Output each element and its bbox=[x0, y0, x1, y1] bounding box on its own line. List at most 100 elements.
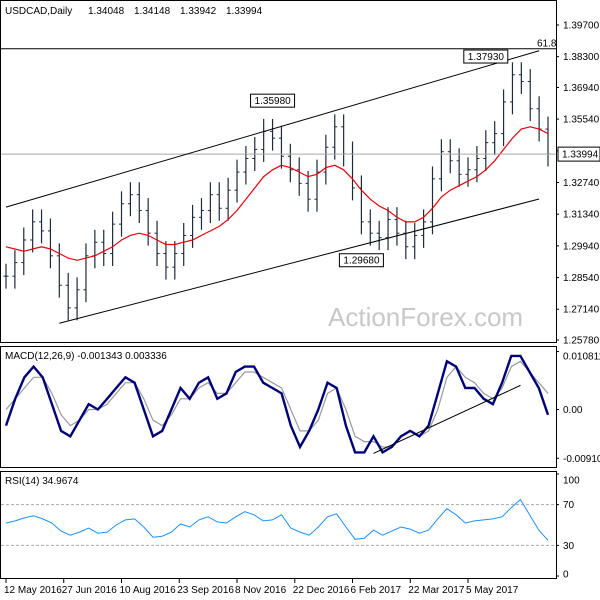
macd-title: MACD(12,26,9) -0.001343 0.003336 bbox=[5, 351, 167, 362]
price-bar bbox=[74, 277, 80, 321]
price-tick-label: 1.29940 bbox=[563, 241, 600, 252]
macd-tick-label: 0.010811 bbox=[563, 352, 600, 363]
price-annotation: 1.37930 bbox=[463, 49, 509, 64]
date-tick-label: 12 May 2016 bbox=[4, 585, 62, 596]
macd-tick-label: 0.00 bbox=[563, 405, 583, 416]
annotation-box bbox=[463, 49, 509, 64]
date-tick-label: 5 May 2017 bbox=[466, 585, 519, 596]
price-bar bbox=[145, 198, 151, 246]
ohlc-close: 1.33994 bbox=[226, 6, 263, 17]
price-bar bbox=[358, 175, 364, 235]
date-tick-label: 10 Aug 2016 bbox=[120, 585, 177, 596]
price-bar bbox=[225, 177, 231, 221]
chart-symbol: USDCAD,Daily bbox=[5, 6, 72, 17]
current-price-badge bbox=[557, 146, 600, 162]
price-bar bbox=[287, 143, 293, 183]
ohlc-open: 1.34048 bbox=[88, 6, 125, 17]
price-bar bbox=[261, 118, 267, 162]
price-bar bbox=[350, 141, 356, 201]
price-bar bbox=[527, 69, 533, 122]
price-bar bbox=[483, 130, 489, 171]
price-bar bbox=[3, 263, 9, 289]
price-annotation: 1.29680 bbox=[338, 253, 384, 268]
annotation-box bbox=[250, 93, 296, 108]
rsi-title: RSI(14) 34.9674 bbox=[5, 476, 79, 487]
macd-tick-label: -0.009107 bbox=[563, 454, 600, 465]
price-bar bbox=[332, 114, 338, 160]
price-bar bbox=[270, 118, 276, 151]
price-bar bbox=[296, 157, 302, 196]
ohlc-high: 1.34148 bbox=[134, 6, 171, 17]
channel-lower-line bbox=[59, 198, 540, 324]
macd-trendline bbox=[373, 384, 521, 454]
date-tick-label: 8 Nov 2016 bbox=[235, 585, 287, 596]
price-bar bbox=[198, 198, 204, 230]
rsi-axis: 100 70 30 0 bbox=[556, 473, 580, 581]
price-bar bbox=[30, 209, 36, 253]
price-bar bbox=[65, 272, 71, 321]
price-bar bbox=[509, 62, 515, 115]
price-bar bbox=[207, 182, 213, 223]
price-bar bbox=[172, 241, 178, 280]
rsi-tick-label: 100 bbox=[563, 476, 580, 487]
price-bar bbox=[163, 241, 169, 280]
date-axis: 12 May 2016 27 Jun 2016 10 Aug 2016 23 Sep … bbox=[4, 579, 519, 596]
price-bar bbox=[367, 209, 373, 246]
price-bar bbox=[12, 250, 18, 289]
price-bar bbox=[385, 207, 391, 251]
price-panel-frame bbox=[0, 0, 557, 343]
price-overlays: 61.8 1.35980 1.37930 1.29680 bbox=[1, 39, 557, 324]
price-bar bbox=[545, 116, 551, 167]
price-tick-label: 1.25780 bbox=[563, 336, 600, 347]
price-bar bbox=[305, 170, 311, 212]
date-tick-label: 6 Feb 2017 bbox=[351, 585, 402, 596]
price-bar bbox=[465, 157, 471, 187]
price-bar bbox=[518, 62, 524, 94]
price-bar bbox=[314, 159, 320, 212]
watermark: ActionForex.com bbox=[328, 302, 523, 332]
annotation-box bbox=[338, 253, 384, 268]
price-bar bbox=[154, 220, 160, 266]
price-bar bbox=[536, 96, 542, 142]
price-bar bbox=[243, 146, 249, 185]
price-bar bbox=[403, 220, 409, 260]
price-tick-label: 1.31340 bbox=[563, 210, 600, 221]
date-tick-label: 22 Mar 2017 bbox=[408, 585, 465, 596]
price-tick-label: 1.28540 bbox=[563, 273, 600, 284]
price-tick-label: 1.27140 bbox=[563, 305, 600, 316]
price-bar bbox=[394, 207, 400, 246]
price-tick-label: 1.36940 bbox=[563, 83, 600, 94]
price-bar bbox=[376, 220, 382, 251]
fib-61-8-label: 61.8 bbox=[537, 39, 557, 50]
price-bar bbox=[234, 159, 240, 203]
price-bars bbox=[3, 62, 551, 321]
rsi-line bbox=[5, 498, 549, 541]
price-bar bbox=[56, 243, 62, 298]
price-bar bbox=[47, 218, 53, 269]
price-tick-label: 1.39700 bbox=[563, 20, 600, 31]
price-bar bbox=[412, 222, 418, 260]
macd-panel-frame bbox=[0, 346, 557, 468]
price-bar bbox=[438, 139, 444, 192]
price-bar bbox=[278, 125, 284, 169]
price-bar bbox=[501, 89, 507, 147]
price-bar bbox=[39, 209, 45, 244]
date-tick-label: 23 Sep 2016 bbox=[177, 585, 234, 596]
price-annotation: 1.35980 bbox=[250, 93, 296, 108]
price-bar bbox=[429, 166, 435, 235]
price-bar bbox=[456, 148, 462, 187]
price-bar bbox=[447, 139, 453, 174]
price-bar bbox=[101, 229, 107, 266]
price-tick-label: 1.32740 bbox=[563, 178, 600, 189]
price-tick-label: 1.35540 bbox=[563, 115, 600, 126]
price-axis: 1.397001.383001.369401.355401.341401.327… bbox=[556, 20, 600, 347]
price-bar bbox=[92, 229, 98, 269]
date-tick-label: 27 Jun 2016 bbox=[62, 585, 117, 596]
price-bar bbox=[216, 182, 222, 221]
date-tick-label: 22 Dec 2016 bbox=[293, 585, 350, 596]
price-bar bbox=[136, 182, 142, 223]
price-bar bbox=[190, 204, 196, 248]
current-price-label: 1.33994 bbox=[562, 150, 599, 161]
annotation-label: 1.29680 bbox=[343, 256, 380, 267]
ohlc-low: 1.33942 bbox=[180, 6, 217, 17]
